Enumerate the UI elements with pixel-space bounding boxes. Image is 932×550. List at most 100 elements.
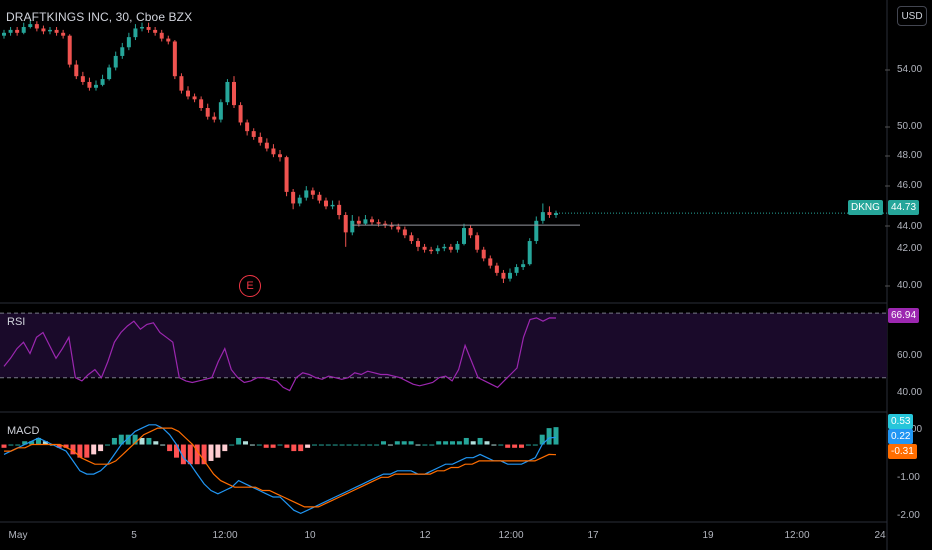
candle-body [113, 55, 118, 68]
candle-body [534, 220, 539, 242]
macd-histogram-bar [436, 441, 442, 445]
candle-body [284, 157, 289, 192]
time-axis-label: 17 [587, 530, 599, 541]
time-axis-label: 12:00 [498, 530, 524, 541]
macd-histogram-bar [174, 444, 179, 458]
candle-body [488, 258, 493, 266]
candle-body [330, 204, 335, 207]
rsi-line [3, 317, 557, 392]
macd-axis-label: -1.00 [897, 472, 920, 483]
macd-histogram-bar [180, 444, 186, 465]
candle-body [501, 272, 506, 279]
currency-selector[interactable]: USD [897, 6, 927, 26]
macd-histogram-bar [277, 444, 283, 446]
candle-body [159, 32, 164, 39]
rsi-label[interactable]: RSI [7, 316, 26, 328]
macd-label[interactable]: MACD [7, 425, 40, 437]
rsi-indicator [0, 312, 887, 392]
candle-body [468, 228, 473, 236]
macd-histogram-bar [401, 441, 407, 445]
candle-body [278, 154, 282, 158]
macd-histogram-bar [105, 444, 110, 446]
candle-body [166, 38, 171, 42]
macd-histogram-bar [132, 434, 138, 445]
macd-histogram-bar [519, 444, 524, 448]
macd-histogram-bar [532, 444, 538, 446]
macd-histogram-bar [512, 444, 518, 448]
macd-histogram-bar [422, 444, 428, 446]
candle-body [172, 41, 177, 77]
macd-line-badge: 0.22 [888, 429, 914, 444]
candle-body [554, 213, 558, 216]
macd-histogram-bar [1, 444, 7, 448]
macd-histogram-bar [139, 437, 145, 445]
candle-body [422, 246, 427, 250]
candle-body [41, 28, 46, 32]
macd-histogram-bar [525, 444, 531, 446]
macd-histogram-bar [332, 444, 338, 446]
candle-body [126, 37, 131, 48]
candle-body [48, 29, 52, 32]
macd-histogram-bar [443, 441, 449, 445]
macd-histogram-bar [263, 444, 269, 448]
candle-body [94, 84, 98, 88]
macd-histogram-bar [167, 444, 173, 452]
price-axis-label: 54.00 [897, 64, 923, 75]
price-axis-label: 50.00 [897, 121, 923, 132]
macd-histogram-bar [450, 441, 455, 445]
candle-body [304, 190, 309, 198]
time-axis-label: 19 [702, 530, 714, 541]
candle-body [28, 24, 33, 28]
candle-body [396, 226, 401, 230]
macd-histogram-bar [484, 441, 490, 445]
candle-body [212, 116, 217, 120]
ticker-badge: DKNG [848, 200, 883, 215]
macd-histogram-bar [491, 444, 497, 446]
macd-histogram-bar [153, 441, 159, 445]
candle-body [107, 67, 112, 80]
candle-body [383, 223, 388, 226]
candle-body [389, 225, 394, 227]
macd-histogram-bar [208, 444, 214, 461]
macd-histogram-bar [374, 444, 380, 446]
macd-histogram-bar [256, 444, 262, 446]
macd-histogram-bar [111, 437, 117, 445]
macd-histogram-bar [346, 444, 352, 446]
macd-histogram-bar [194, 444, 200, 465]
earnings-marker[interactable]: E [239, 275, 261, 297]
time-axis-label: 5 [131, 530, 137, 541]
macd-histogram-bar [201, 444, 207, 465]
candle-body [271, 148, 276, 155]
macd-histogram-bar [215, 444, 221, 458]
price-axis-label: 40.00 [897, 280, 923, 291]
candle-body [232, 81, 236, 106]
macd-histogram-bar [477, 437, 483, 445]
macd-histogram-bar [236, 437, 242, 445]
candle-body [337, 204, 342, 216]
macd-indicator [1, 424, 559, 515]
candle-body [67, 35, 72, 65]
candle-body [15, 29, 20, 33]
macd-histogram-bar [118, 434, 124, 445]
macd-histogram-bar [160, 444, 166, 446]
candle-body [527, 241, 532, 265]
chart-title: DRAFTKINGS INC, 30, Cboe BZX [6, 10, 193, 24]
macd-histogram-bar [470, 441, 476, 445]
macd-histogram-bar [429, 444, 435, 446]
candle-body [146, 27, 151, 30]
candle-body [205, 108, 210, 117]
candle-body [218, 102, 223, 120]
macd-histogram-badge: 0.53 [888, 414, 914, 429]
macd-histogram-bar [146, 437, 152, 445]
candle-body [87, 81, 92, 88]
candle-body [186, 90, 190, 97]
candle-body [258, 136, 263, 143]
candle-body [540, 212, 545, 221]
macd-histogram-bar [553, 427, 559, 445]
macd-histogram-bar [222, 444, 228, 452]
macd-histogram-bar [125, 434, 131, 445]
macd-histogram-bar [29, 441, 35, 445]
candle-body [225, 81, 230, 103]
price-axis-label: 42.00 [897, 243, 923, 254]
